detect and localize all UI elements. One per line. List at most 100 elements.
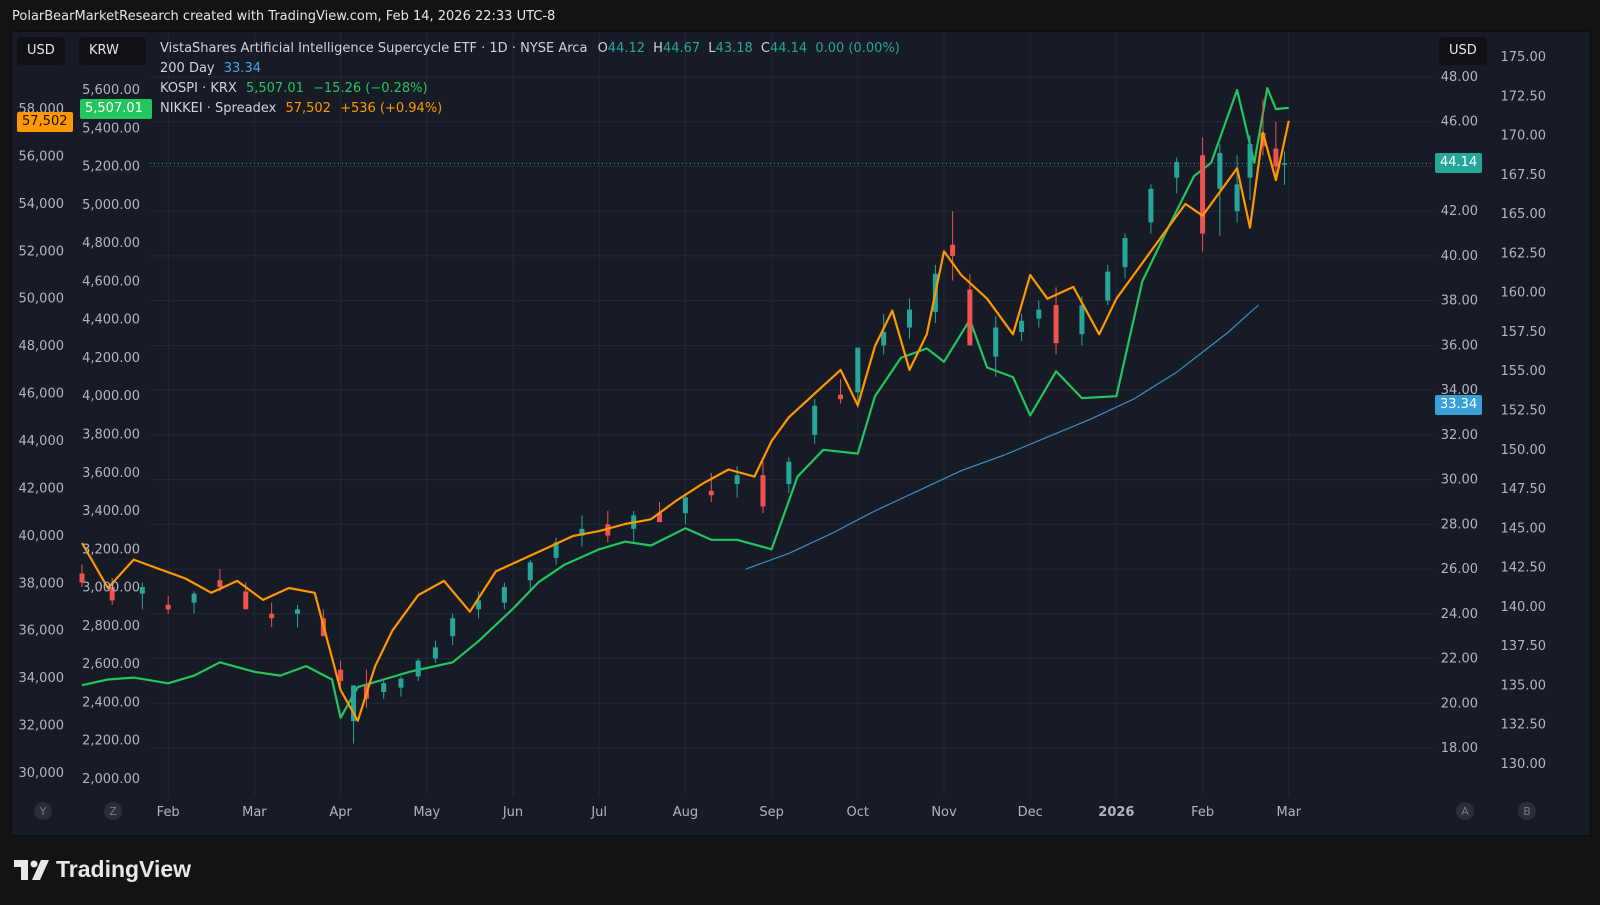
y-tick-label-right2: 157.50: [1501, 325, 1547, 340]
candle-body[interactable]: [553, 542, 559, 558]
axis-toggle-y-button[interactable]: [34, 802, 52, 820]
y-tick-label-etf: 22.00: [1441, 652, 1478, 667]
candle-body[interactable]: [1281, 163, 1287, 165]
candle-body[interactable]: [527, 562, 533, 581]
axis-toggle-a-button[interactable]: [1456, 802, 1474, 820]
candle-body[interactable]: [855, 347, 861, 393]
chart-svg[interactable]: 30,000 32,000 34,000 36,000 38,000 40,000 42,0…: [12, 32, 1590, 835]
candle-body[interactable]: [476, 600, 482, 610]
candle-body[interactable]: [708, 490, 714, 496]
y-tick-label-right2: 135.00: [1501, 678, 1547, 693]
y-tick-label-etf: 48.00: [1441, 70, 1478, 85]
currency-krw-button[interactable]: KRW: [79, 37, 146, 65]
candle-body[interactable]: [657, 513, 663, 523]
y-tick-label-kospi: 5,200.00: [82, 160, 140, 175]
candle-body[interactable]: [450, 618, 456, 637]
y-tick-label-kospi: 2,800.00: [82, 619, 140, 634]
y-tick-label-right2: 162.50: [1501, 246, 1547, 261]
candle-body[interactable]: [1079, 305, 1085, 335]
currency-usd-right-button[interactable]: USD: [1439, 37, 1487, 65]
legend-main-row[interactable]: VistaShares Artificial Intelligence Supe…: [160, 39, 900, 59]
candle-body[interactable]: [1019, 320, 1025, 332]
candle-body[interactable]: [269, 613, 275, 619]
y-tick-label-nikkei: 42,000: [19, 481, 65, 496]
candle-body[interactable]: [243, 591, 249, 610]
currency-usd-left-button[interactable]: USD: [17, 37, 65, 65]
x-tick-label: Apr: [329, 805, 352, 820]
legend-nikkei-label: NIKKEI · Spreadex: [160, 101, 277, 116]
candle-body[interactable]: [432, 647, 438, 659]
candle-body[interactable]: [786, 461, 792, 485]
candle-body[interactable]: [812, 405, 818, 435]
candle-body[interactable]: [1174, 161, 1180, 178]
y-tick-label-etf: 46.00: [1441, 115, 1478, 130]
candle-body[interactable]: [1148, 188, 1154, 223]
legend-low-value: 43.18: [715, 41, 753, 56]
candle-body[interactable]: [139, 586, 145, 594]
candle-body[interactable]: [1234, 184, 1240, 212]
candle-body[interactable]: [415, 660, 421, 677]
series-line-200-day[interactable]: [745, 304, 1259, 570]
y-tick-label-kospi: 3,400.00: [82, 504, 140, 519]
candle-body[interactable]: [191, 593, 197, 603]
x-tick-label: Feb: [1191, 805, 1214, 820]
candle-body[interactable]: [398, 678, 404, 688]
candle-body[interactable]: [881, 331, 887, 346]
chart-frame[interactable]: 30,000 32,000 34,000 36,000 38,000 40,000 42,0…: [11, 31, 1591, 836]
candle-body[interactable]: [381, 683, 387, 693]
x-axis-labels: Feb Mar Apr May Jun Jul Aug Sep Oct Nov Dec 2026 Feb…: [157, 805, 1302, 820]
candle-body[interactable]: [217, 580, 223, 587]
candle-body[interactable]: [579, 528, 585, 536]
legend: VistaShares Artificial Intelligence Supe…: [160, 39, 900, 119]
y-tick-label-etf: 42.00: [1441, 204, 1478, 219]
candle-body[interactable]: [1105, 271, 1111, 301]
candle-body[interactable]: [351, 685, 357, 722]
series-line-nikkei-spreadex[interactable]: [81, 120, 1290, 722]
axis-toggle-b-button[interactable]: [1518, 802, 1536, 820]
y-tick-label-nikkei: 30,000: [19, 766, 65, 781]
candle-body[interactable]: [501, 586, 507, 603]
y-tick-label-kospi: 3,800.00: [82, 428, 140, 443]
legend-nikkei-row[interactable]: NIKKEI · Spreadex 57,502 +536 (+0.94%): [160, 99, 900, 119]
y-tick-label-right2: 170.00: [1501, 129, 1547, 144]
candle-body[interactable]: [1036, 309, 1042, 319]
candle-body[interactable]: [1247, 144, 1253, 178]
candle-body[interactable]: [295, 609, 300, 614]
candle-body[interactable]: [1122, 238, 1128, 268]
series-line-kospi-krx[interactable]: [81, 86, 1289, 719]
y-tick-label-nikkei: 54,000: [19, 197, 65, 212]
candle-body[interactable]: [682, 497, 688, 514]
axis-toggle-z-button[interactable]: [104, 802, 122, 820]
y-tick-label-etf: 30.00: [1441, 473, 1478, 488]
candle-body[interactable]: [993, 327, 999, 357]
nikkei-layer: [81, 120, 1290, 722]
legend-open-value: 44.12: [607, 41, 646, 56]
legend-symbol-title[interactable]: VistaShares Artificial Intelligence Supe…: [160, 41, 588, 56]
candle-body[interactable]: [734, 475, 740, 485]
candle-body[interactable]: [950, 244, 956, 256]
candle-body[interactable]: [605, 524, 611, 536]
candle-body[interactable]: [1273, 148, 1279, 167]
y-tick-label-kospi: 4,000.00: [82, 389, 140, 404]
legend-close-value: 44.14: [769, 41, 808, 56]
chart-caption: PolarBearMarketResearch created with Tra…: [12, 9, 556, 24]
legend-kospi-row[interactable]: KOSPI · KRX 5,507.01 −15.26 (−0.28%): [160, 79, 900, 99]
candle-body[interactable]: [79, 573, 85, 583]
tradingview-logo[interactable]: TradingView: [14, 856, 191, 883]
legend-ma-row[interactable]: 200 Day 33.34: [160, 59, 900, 79]
candle-body[interactable]: [838, 394, 844, 400]
candle-body[interactable]: [338, 669, 344, 681]
y-tick-label-nikkei: 40,000: [19, 529, 65, 544]
candle-body[interactable]: [760, 475, 766, 507]
candle-body[interactable]: [907, 309, 913, 328]
candle-body[interactable]: [109, 586, 115, 601]
candle-body[interactable]: [1217, 153, 1223, 189]
candle-body[interactable]: [165, 604, 171, 610]
candle-body[interactable]: [967, 289, 973, 346]
legend-low-label: L: [708, 41, 716, 56]
candle-body[interactable]: [1200, 155, 1206, 234]
x-tick-label: Nov: [931, 805, 957, 820]
axis-toggle-z-label: Z: [109, 805, 117, 818]
candle-body[interactable]: [1053, 305, 1059, 344]
